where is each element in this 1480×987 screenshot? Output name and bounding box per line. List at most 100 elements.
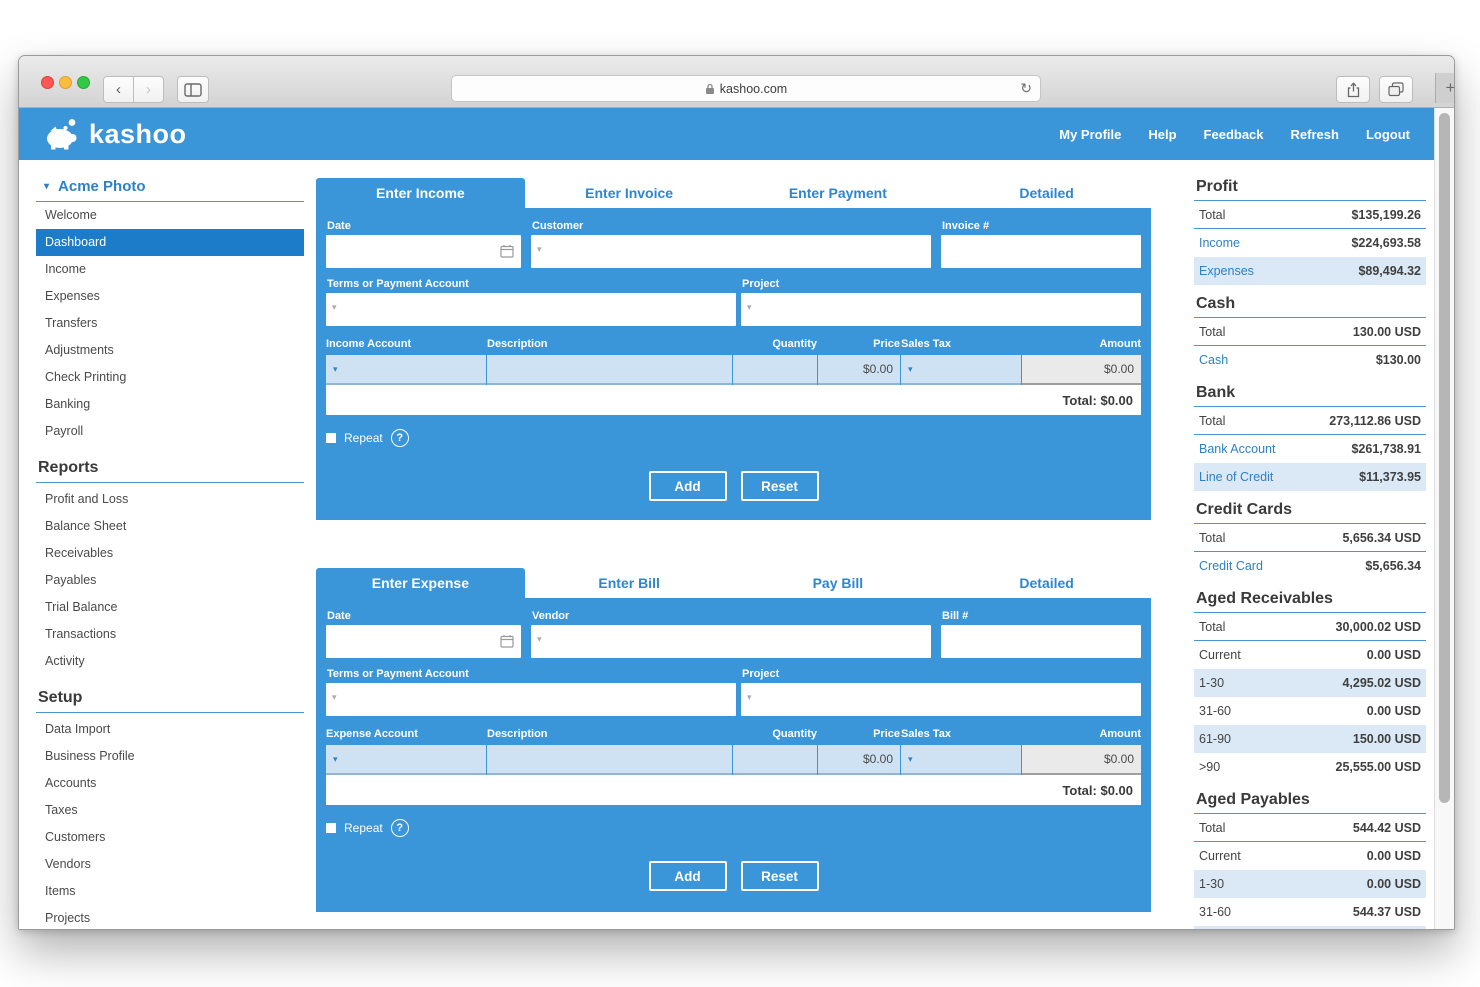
income-account-cell[interactable]: ▾ [326,355,486,385]
sidebar-item-banking[interactable]: Banking [45,397,91,411]
sidebar-item-profit-and-loss[interactable]: Profit and Loss [45,492,129,506]
price-cell[interactable]: $0.00 [818,745,900,775]
sidebar-item-adjustments[interactable]: Adjustments [45,343,114,357]
tab-detailed-income[interactable]: Detailed [942,178,1151,208]
sidebar-item-projects[interactable]: Projects [45,911,91,925]
sidebar-item-trial-balance[interactable]: Trial Balance [45,600,118,614]
calendar-icon[interactable] [500,634,514,648]
terms-field[interactable]: ▾ [326,293,736,326]
sidebar-item-welcome[interactable]: Welcome [45,208,97,222]
sidebar-item-business-profile[interactable]: Business Profile [45,749,135,763]
project-label: Project [742,668,780,680]
nav-help[interactable]: Help [1148,126,1177,142]
address-bar[interactable]: kashoo.com ↻ [451,75,1041,102]
expense-account-cell[interactable]: ▾ [326,745,486,775]
sidebar-item-data-import[interactable]: Data Import [45,722,111,736]
date-field[interactable] [326,625,521,658]
quantity-cell[interactable] [733,745,817,775]
quantity-cell[interactable] [733,355,817,385]
nav-refresh[interactable]: Refresh [1290,126,1339,142]
company-selector[interactable]: ▾ Acme Photo [36,174,304,202]
sidebar-item-vendors[interactable]: Vendors [45,857,91,871]
description-cell[interactable] [487,745,732,775]
tab-enter-bill[interactable]: Enter Bill [524,568,734,598]
reload-icon[interactable]: ↻ [1020,80,1032,96]
sales-tax-cell[interactable]: ▾ [901,355,1021,385]
sales-tax-cell[interactable]: ▾ [901,745,1021,775]
description-cell[interactable] [487,355,732,385]
bill-number-field[interactable] [941,625,1141,658]
invoice-number-field[interactable] [941,235,1141,268]
credit-card-link[interactable]: Credit Card [1199,559,1263,573]
tab-enter-invoice[interactable]: Enter Invoice [524,178,734,208]
kashoo-logo[interactable]: kashoo [45,118,187,150]
tab-pay-bill[interactable]: Pay Bill [733,568,943,598]
vendor-field[interactable]: ▾ [531,625,931,658]
left-sidebar: ▾ Acme Photo Welcome Dashboard Income Ex… [36,174,304,929]
price-cell[interactable]: $0.00 [818,355,900,385]
repeat-checkbox[interactable] [326,823,336,833]
sidebar-item-payroll[interactable]: Payroll [45,424,84,438]
nav-my-profile[interactable]: My Profile [1059,126,1122,142]
sidebar-item-receivables[interactable]: Receivables [45,546,114,560]
line-of-credit-link[interactable]: Line of Credit [1199,470,1274,484]
sidebar-item-activity[interactable]: Activity [45,654,85,668]
project-field[interactable]: ▾ [741,293,1141,326]
sidebar-item-expenses[interactable]: Expenses [45,289,100,303]
tab-detailed-expense[interactable]: Detailed [942,568,1151,598]
profit-section: Profit Total $135,199.26 Income $224,693… [1194,178,1426,285]
sidebar-item-check-printing[interactable]: Check Printing [45,370,127,384]
income-link[interactable]: Income [1199,236,1240,250]
back-button[interactable]: ‹ [103,76,134,103]
sidebar-toggle-button[interactable] [177,76,209,103]
reset-button[interactable]: Reset [740,861,819,891]
terms-label: Terms or Payment Account [327,668,469,680]
tab-enter-income[interactable]: Enter Income [316,178,525,208]
sidebar-item-customers[interactable]: Customers [45,830,106,844]
reset-button[interactable]: Reset [740,471,819,501]
project-field[interactable]: ▾ [741,683,1141,716]
zoom-button[interactable] [77,76,90,89]
bank-account-link[interactable]: Bank Account [1199,442,1276,456]
expenses-link[interactable]: Expenses [1199,264,1254,278]
row-label: 31-60 [1199,905,1231,919]
browser-toolbar: ‹ › kashoo.com ↻ [19,56,1454,108]
sidebar-item-accounts[interactable]: Accounts [45,776,97,790]
add-button[interactable]: Add [648,861,727,891]
row-value: 273,112.86 USD [1329,413,1421,428]
terms-field[interactable]: ▾ [326,683,736,716]
show-tabs-button[interactable] [1379,76,1413,103]
sidebar-item-payables[interactable]: Payables [45,573,97,587]
cash-link[interactable]: Cash [1199,353,1229,367]
nav-logout[interactable]: Logout [1365,126,1410,142]
repeat-checkbox[interactable] [326,433,336,443]
sidebar-item-dashboard[interactable]: Dashboard [36,229,304,256]
sidebar-item-income[interactable]: Income [45,262,86,276]
close-button[interactable] [41,76,54,89]
section-title: Credit Cards [1194,501,1426,524]
tab-enter-expense[interactable]: Enter Expense [316,568,525,598]
expense-tabs: Enter Expense Enter Bill Pay Bill Detail… [316,568,1151,598]
row-value: $130.00 [1375,353,1421,367]
new-tab-button[interactable]: + [1435,73,1454,103]
tab-enter-payment[interactable]: Enter Payment [733,178,943,208]
calendar-icon[interactable] [500,244,514,258]
nav-feedback[interactable]: Feedback [1203,126,1264,142]
sidebar-item-transactions[interactable]: Transactions [45,627,117,641]
scrollbar-thumb[interactable] [1439,113,1450,803]
customer-field[interactable]: ▾ [531,235,931,268]
forward-button[interactable]: › [133,76,164,103]
sidebar-item-taxes[interactable]: Taxes [45,803,78,817]
customer-label: Customer [532,220,584,232]
date-field[interactable] [326,235,521,268]
sidebar-item-transfers[interactable]: Transfers [45,316,98,330]
help-question-icon[interactable]: ? [390,819,409,837]
sidebar-item-balance-sheet[interactable]: Balance Sheet [45,519,127,533]
share-button[interactable] [1336,76,1370,103]
sidebar-item-items[interactable]: Items [45,884,76,898]
add-button[interactable]: Add [648,471,727,501]
help-question-icon[interactable]: ? [390,429,409,447]
minimize-button[interactable] [59,76,72,89]
url-text: kashoo.com [719,81,788,96]
page-scrollbar[interactable] [1434,108,1454,929]
